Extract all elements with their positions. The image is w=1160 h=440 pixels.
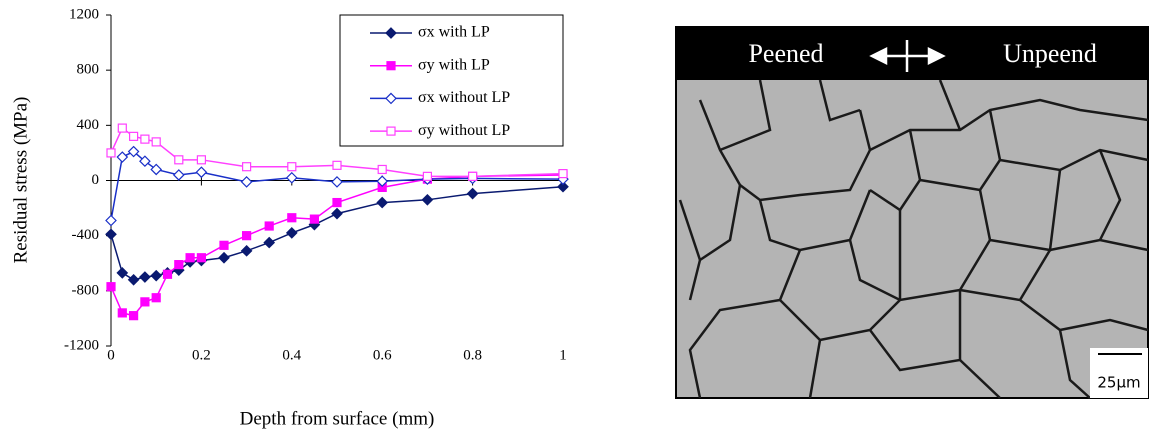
x-tick-label: 0 bbox=[107, 347, 115, 363]
legend: σx with LP σy with LP σx without LP σy with… bbox=[339, 14, 564, 147]
data-point bbox=[332, 160, 342, 170]
data-point bbox=[263, 236, 276, 249]
y-tick-label: -800 bbox=[72, 282, 100, 298]
data-point bbox=[558, 169, 568, 179]
legend-label: σx with LP bbox=[418, 24, 490, 41]
data-point bbox=[287, 213, 297, 223]
data-point bbox=[150, 163, 163, 176]
data-point bbox=[151, 293, 161, 303]
data-point bbox=[116, 151, 129, 163]
data-point bbox=[139, 271, 151, 283]
legend-label: σx without LP bbox=[418, 89, 510, 106]
data-point bbox=[195, 166, 208, 179]
data-point bbox=[150, 269, 163, 282]
series-line bbox=[110, 174, 564, 317]
data-point bbox=[185, 253, 195, 263]
y-tick-label: 1200 bbox=[69, 6, 99, 22]
x-axis-title: Depth from surface (mm) bbox=[240, 408, 435, 429]
scale-box bbox=[1090, 348, 1148, 398]
x-tick-label: 0.2 bbox=[192, 347, 211, 363]
data-point bbox=[218, 251, 230, 264]
legend-marker bbox=[386, 126, 396, 136]
legend-label: σy without LP bbox=[418, 122, 510, 139]
data-point bbox=[117, 308, 127, 318]
data-point bbox=[127, 145, 140, 158]
legend-box bbox=[339, 14, 564, 147]
data-point bbox=[162, 269, 173, 279]
data-point bbox=[242, 231, 252, 241]
data-point bbox=[106, 148, 116, 158]
data-point bbox=[376, 175, 389, 188]
y-tick-label: -400 bbox=[72, 227, 100, 243]
data-point bbox=[174, 260, 184, 270]
data-point bbox=[219, 240, 229, 250]
y-tick-label: 0 bbox=[92, 172, 100, 188]
data-point bbox=[240, 176, 253, 188]
data-point bbox=[422, 171, 432, 181]
data-point bbox=[421, 193, 434, 206]
data-point bbox=[127, 273, 140, 286]
data-point bbox=[285, 171, 298, 184]
legend-marker bbox=[385, 27, 397, 39]
data-point bbox=[172, 169, 185, 181]
y-tick-label: -1200 bbox=[64, 337, 99, 353]
data-point bbox=[105, 228, 117, 241]
x-tick-label: 0.6 bbox=[373, 347, 392, 363]
data-point bbox=[468, 171, 478, 181]
data-point bbox=[285, 227, 298, 239]
data-point bbox=[309, 214, 319, 224]
legend-label: σy with LP bbox=[418, 56, 490, 73]
legend-marker bbox=[386, 61, 396, 71]
data-point bbox=[140, 134, 150, 144]
y-axis-title: Residual stress (MPa) bbox=[10, 97, 31, 264]
x-tick-label: 0.8 bbox=[463, 347, 482, 363]
y-tick-label: 800 bbox=[77, 62, 100, 78]
data-point bbox=[466, 187, 479, 200]
data-point bbox=[557, 180, 569, 193]
data-point bbox=[242, 162, 252, 172]
data-point bbox=[129, 131, 139, 141]
x-tick-label: 1 bbox=[559, 347, 567, 363]
data-point bbox=[129, 311, 139, 321]
y-tick-label: 400 bbox=[77, 117, 100, 133]
right-label: Unpeend bbox=[1003, 39, 1097, 68]
data-point bbox=[106, 282, 116, 292]
data-point bbox=[117, 123, 127, 133]
label-band bbox=[676, 27, 1148, 80]
micrograph-frame bbox=[675, 26, 1149, 399]
micrograph: Peened Unpeend 25μm bbox=[675, 26, 1149, 399]
data-point bbox=[174, 155, 184, 165]
data-point bbox=[377, 164, 387, 175]
direction-arrow bbox=[869, 40, 946, 72]
data-point bbox=[332, 197, 342, 208]
data-point bbox=[331, 176, 343, 188]
data-point bbox=[287, 162, 297, 172]
data-point bbox=[139, 155, 151, 168]
data-point bbox=[105, 214, 117, 227]
scale-label: 25μm bbox=[1097, 374, 1140, 392]
legend-marker bbox=[385, 92, 397, 105]
data-point bbox=[116, 267, 129, 279]
data-point bbox=[140, 297, 150, 307]
x-tick-label: 0.4 bbox=[282, 347, 301, 363]
left-label: Peened bbox=[748, 39, 823, 68]
data-point bbox=[331, 207, 343, 220]
data-point bbox=[151, 137, 161, 147]
data-point bbox=[240, 244, 253, 257]
data-point bbox=[196, 155, 206, 165]
data-point bbox=[264, 221, 274, 231]
grain-boundaries bbox=[678, 79, 1149, 399]
data-point bbox=[376, 196, 389, 209]
data-point bbox=[196, 253, 206, 263]
